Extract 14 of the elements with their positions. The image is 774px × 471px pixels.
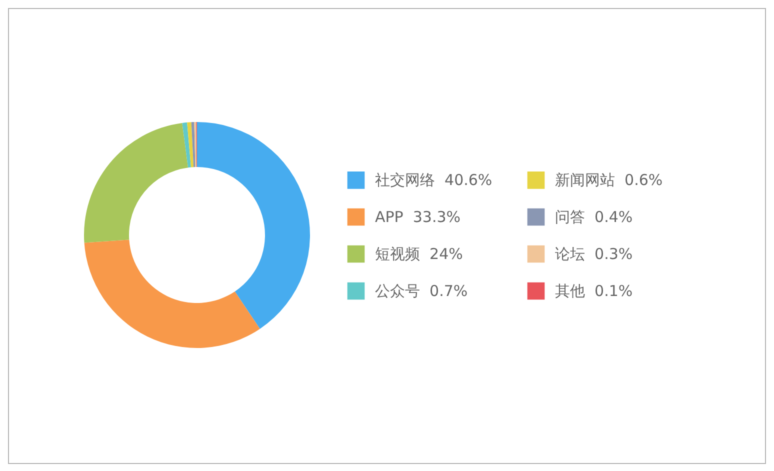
- donut-slice: [187, 122, 194, 168]
- donut-slice: [197, 122, 310, 329]
- donut-slice: [191, 122, 196, 168]
- donut-slice: [84, 122, 188, 243]
- legend-label: 其他 0.1%: [555, 282, 633, 300]
- legend-label: 新闻网站 0.6%: [555, 171, 663, 190]
- donut-slice: [84, 240, 260, 348]
- legend-label: 论坛 0.3%: [555, 245, 633, 263]
- legend-label: 公众号 0.7%: [375, 282, 468, 300]
- legend-label: 社交网络 40.6%: [375, 171, 492, 190]
- legend-label: APP 33.3%: [375, 208, 461, 226]
- legend-label: 问答 0.4%: [555, 208, 633, 226]
- donut-slice: [182, 122, 192, 168]
- legend-label: 短视频 24%: [375, 245, 463, 263]
